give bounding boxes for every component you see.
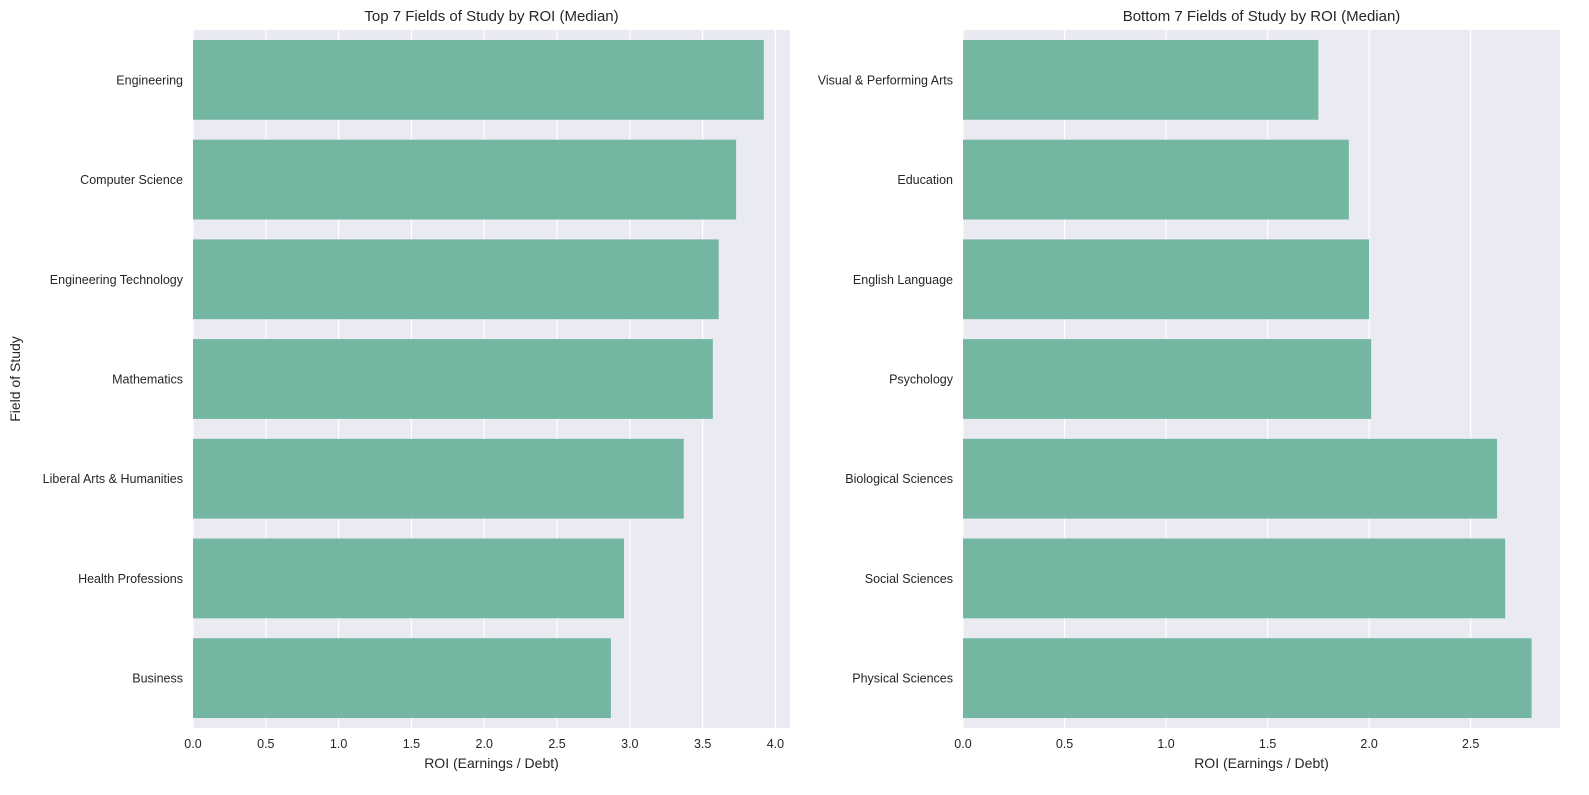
category-label: Liberal Arts & Humanities xyxy=(43,472,183,486)
x-tick-label: 0.5 xyxy=(257,737,274,751)
x-tick-label: 1.5 xyxy=(1259,737,1276,751)
x-tick-label: 3.0 xyxy=(621,737,638,751)
x-tick-label: 1.5 xyxy=(403,737,420,751)
x-tick-label: 2.0 xyxy=(476,737,493,751)
category-label: Social Sciences xyxy=(865,572,953,586)
x-axis-label: ROI (Earnings / Debt) xyxy=(1194,755,1329,771)
category-label: Business xyxy=(132,672,183,686)
bar-psychology xyxy=(963,339,1372,419)
bar-liberal-arts-and-humanities xyxy=(193,438,684,519)
bar-health-professions xyxy=(193,538,625,619)
x-tick-label: 2.5 xyxy=(1462,737,1479,751)
category-label: Psychology xyxy=(889,373,954,387)
category-label: Mathematics xyxy=(112,373,183,387)
category-label: Physical Sciences xyxy=(852,672,953,686)
category-label: Biological Sciences xyxy=(845,472,953,486)
x-tick-label: 2.0 xyxy=(1360,737,1377,751)
x-tick-label: 4.0 xyxy=(767,737,784,751)
x-tick-label: 3.5 xyxy=(694,737,711,751)
x-axis-label: ROI (Earnings / Debt) xyxy=(424,755,559,771)
chart-title: Top 7 Fields of Study by ROI (Median) xyxy=(364,8,618,25)
chart-title: Bottom 7 Fields of Study by ROI (Median) xyxy=(1123,8,1401,25)
x-tick-label: 0.0 xyxy=(184,737,201,751)
category-label: Computer Science xyxy=(80,173,183,187)
bar-physical-sciences xyxy=(963,638,1532,719)
category-label: Education xyxy=(897,173,953,187)
x-tick-label: 2.5 xyxy=(548,737,565,751)
category-label: English Language xyxy=(853,273,953,287)
bar-computer-science xyxy=(193,139,737,220)
y-axis-label: Field of Study xyxy=(7,336,23,422)
x-tick-label: 1.0 xyxy=(1157,737,1174,751)
right-chart-panel: Visual & Performing Arts Education English… xyxy=(818,8,1560,771)
bar-english-language xyxy=(963,239,1370,320)
x-tick-label: 1.0 xyxy=(330,737,347,751)
bar-biological-sciences xyxy=(963,438,1498,519)
x-tick-label: 0.0 xyxy=(954,737,971,751)
category-label: Engineering xyxy=(116,73,183,87)
category-label: Health Professions xyxy=(78,572,183,586)
category-label: Visual & Performing Arts xyxy=(818,73,953,87)
bar-mathematics xyxy=(193,339,713,419)
bar-engineering xyxy=(193,39,764,120)
category-label: Engineering Technology xyxy=(50,273,184,287)
bar-education xyxy=(963,139,1349,220)
bar-social-sciences xyxy=(963,538,1506,619)
bar-engineering-technology xyxy=(193,239,719,320)
left-chart-panel: Engineering Computer Science Engineering T… xyxy=(7,8,790,771)
bar-business xyxy=(193,638,611,719)
x-tick-label: 0.5 xyxy=(1056,737,1073,751)
bar-visual-and-performing-arts xyxy=(963,39,1319,120)
